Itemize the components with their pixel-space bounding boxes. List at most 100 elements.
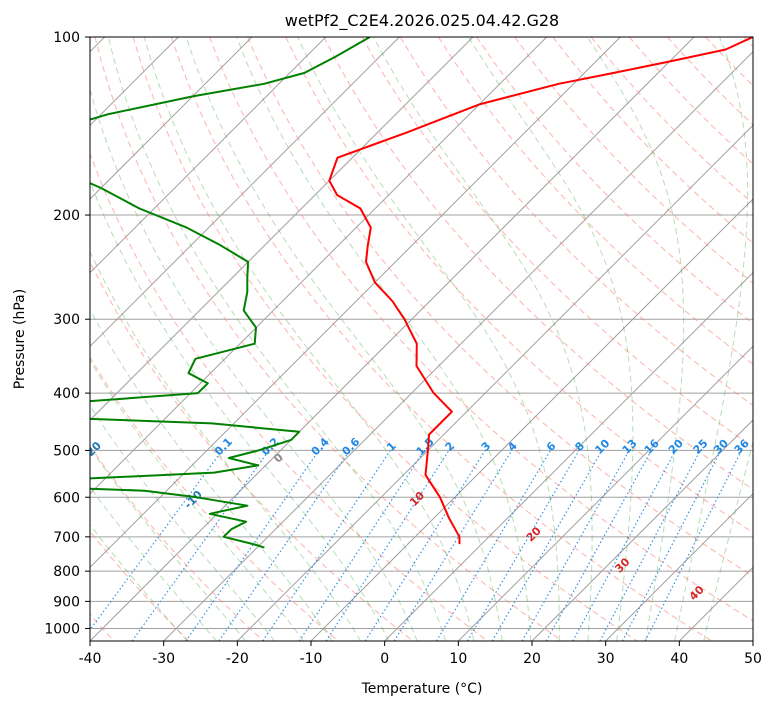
dry-adiabat-line bbox=[437, 37, 753, 365]
x-tick-label: -10 bbox=[300, 651, 323, 667]
moist-adiabat-label: 20 bbox=[524, 524, 544, 544]
isotherm-line bbox=[90, 37, 548, 495]
moist-adiabat-label: 40 bbox=[687, 583, 707, 603]
y-tick-label: 700 bbox=[53, 530, 80, 546]
axes: -40 -30 -20 -10 0 10 20 30 40 5010020030040050060… bbox=[44, 30, 762, 667]
mixing-ratio-label: 8 bbox=[572, 439, 587, 454]
dry-adiabat-label: -20 bbox=[81, 439, 104, 462]
moist-adiabat-line bbox=[90, 486, 217, 641]
moist-adiabat-line bbox=[90, 250, 362, 641]
dry-adiabat-line bbox=[170, 37, 712, 641]
dry-adiabat-line bbox=[208, 37, 753, 622]
dry-adiabat-line bbox=[743, 37, 753, 48]
moist-adiabat-line bbox=[236, 37, 532, 641]
mixing-ratio-line bbox=[131, 450, 270, 641]
mixing-ratio-line bbox=[491, 450, 603, 641]
dry-adiabat-line bbox=[94, 37, 563, 641]
moist-adiabat-line bbox=[373, 37, 593, 641]
dry-adiabat-line bbox=[90, 530, 190, 641]
x-tick-label: -20 bbox=[226, 651, 249, 667]
dry-adiabat-label: -30 bbox=[0, 390, 14, 413]
moist-adiabat-line bbox=[90, 87, 418, 641]
mixing-ratio-label: 3 bbox=[479, 439, 494, 454]
mixing-ratio-label: 36 bbox=[732, 437, 752, 457]
y-tick-label: 500 bbox=[53, 443, 80, 459]
isotherm-line bbox=[310, 198, 753, 641]
temperature-profile bbox=[328, 37, 753, 545]
mixing-ratio-line bbox=[393, 450, 513, 641]
mixing-ratio-line bbox=[599, 450, 701, 641]
mixing-ratio-label: 30 bbox=[711, 437, 731, 457]
y-tick-label: 1000 bbox=[44, 621, 80, 637]
mixing-ratio-line bbox=[364, 450, 486, 641]
dry-adiabat-line bbox=[90, 445, 264, 641]
x-tick-label: 0 bbox=[380, 651, 389, 667]
x-tick-label: -40 bbox=[79, 651, 102, 667]
isotherm-line bbox=[384, 271, 753, 641]
mixing-ratio-label: 1 bbox=[384, 439, 399, 454]
isotherm-line bbox=[605, 492, 753, 641]
isotherm-line bbox=[752, 640, 753, 641]
chart-title: wetPf2_C2E4.2026.025.04.42.G28 bbox=[285, 11, 559, 31]
y-tick-label: 200 bbox=[53, 208, 80, 224]
y-tick-label: 300 bbox=[53, 312, 80, 328]
moist-adiabat-line bbox=[90, 523, 188, 641]
moist-adiabat-line bbox=[143, 37, 475, 641]
x-axis-title: Temperature (°C) bbox=[361, 681, 483, 697]
dry-adiabat-line bbox=[552, 37, 753, 244]
y-axis-title: Pressure (hPa) bbox=[12, 289, 28, 389]
x-tick-label: 10 bbox=[449, 651, 467, 667]
moist-adiabat-line bbox=[674, 37, 749, 641]
mixing-ratio-line bbox=[185, 450, 320, 641]
y-tick-label: 900 bbox=[53, 594, 80, 610]
y-tick-label: 400 bbox=[53, 386, 80, 402]
mixing-ratio-line bbox=[90, 450, 223, 631]
mixing-ratio-label: 6 bbox=[544, 439, 559, 454]
mixing-ratio-line bbox=[435, 450, 552, 641]
dry-adiabat-line bbox=[90, 152, 488, 641]
moist-adiabat-line bbox=[586, 37, 685, 641]
sounding-profiles bbox=[90, 37, 753, 549]
mixing-ratio-label: 1.5 bbox=[414, 435, 437, 458]
isotherm-line bbox=[531, 419, 753, 641]
y-tick-label: 800 bbox=[53, 564, 80, 580]
mixing-ratio-line bbox=[298, 450, 425, 641]
mixing-ratio-label: 0.6 bbox=[339, 435, 362, 458]
x-tick-label: 30 bbox=[597, 651, 615, 667]
mixing-ratio-line bbox=[572, 450, 677, 641]
dry-adiabat-label: -10 bbox=[182, 488, 205, 511]
mixing-ratio-line bbox=[466, 450, 580, 641]
dry-adiabat-line bbox=[132, 37, 638, 641]
x-tick-label: 50 bbox=[744, 651, 762, 667]
isotherm-line bbox=[236, 124, 753, 641]
dry-adiabat-line bbox=[285, 37, 753, 534]
moist-adiabat-label: 30 bbox=[612, 555, 632, 575]
dry-adiabat-line bbox=[476, 37, 753, 325]
dewpoint-profile bbox=[90, 37, 371, 549]
moist-adiabat-line bbox=[90, 359, 304, 641]
dry-adiabat-line bbox=[323, 37, 753, 491]
x-tick-label: 40 bbox=[670, 651, 688, 667]
mixing-ratio-line bbox=[521, 450, 630, 641]
moist-adiabat-line bbox=[703, 439, 753, 641]
moist-adiabat-line bbox=[90, 404, 275, 641]
mixing-ratio-label: 16 bbox=[642, 437, 662, 457]
dry-adiabat-line bbox=[90, 260, 414, 641]
mixing-ratio-line bbox=[545, 450, 652, 641]
y-tick-label: 100 bbox=[53, 30, 80, 46]
dry-adiabat-line bbox=[705, 37, 753, 87]
mixing-ratio-label: 0.1 bbox=[212, 435, 235, 458]
isotherm-line bbox=[90, 37, 474, 421]
moist-adiabat-line bbox=[468, 37, 634, 641]
isotherm-line bbox=[90, 37, 327, 274]
moist-adiabat-line bbox=[90, 180, 390, 641]
x-tick-label: 20 bbox=[523, 651, 541, 667]
dry-adiabat-line bbox=[90, 356, 339, 641]
isotherm-line bbox=[90, 37, 400, 348]
y-tick-label: 600 bbox=[53, 490, 80, 506]
moist-adiabat-line bbox=[90, 446, 247, 641]
isotherm-line bbox=[90, 37, 621, 569]
moist-adiabat-line bbox=[185, 37, 503, 641]
mixing-ratio-label: 2 bbox=[443, 439, 458, 454]
